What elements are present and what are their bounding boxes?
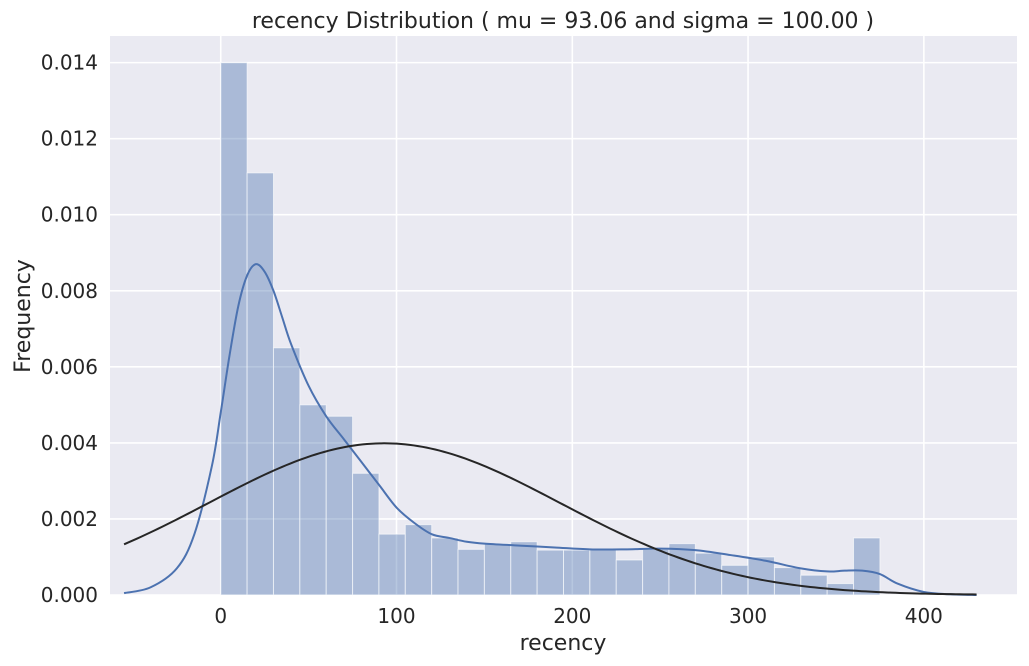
x-tick-label: 100 [377,604,415,628]
histogram-bar [325,415,354,596]
histogram-bar [853,537,881,596]
normal-fit-curve [123,442,977,596]
histogram-bar [510,541,538,596]
y-tick-labels: 0.000 0.002 0.004 0.006 0.008 0.010 0.012 0.014 [41,51,98,607]
histogram-bar [747,556,775,596]
histogram-bar [694,552,723,596]
histogram-bar [457,548,485,596]
histogram-bar [378,533,406,596]
x-tick-label: 300 [729,604,767,628]
x-tick-label: 0 [214,604,227,628]
histogram-bar [721,564,749,596]
histogram-bar [642,548,670,596]
histogram-bar [800,574,828,596]
histogram-bar [668,543,696,596]
x-tick-label: 200 [553,604,591,628]
histogram-bar [404,524,433,596]
curves [123,263,977,596]
histogram-bar [589,548,617,596]
histogram-bar [483,543,512,596]
y-tick-label: 0.014 [41,51,98,75]
chart-title: recency Distribution ( mu = 93.06 and si… [252,9,874,34]
y-tick-label: 0.002 [41,507,98,531]
x-tick-labels: 0 100 200 300 400 [214,604,943,628]
histogram-bar [615,559,644,596]
y-tick-label: 0.008 [41,279,98,303]
histogram-bar [773,567,802,596]
y-tick-label: 0.004 [41,431,98,455]
histogram-bar [272,347,301,596]
histogram-bar [352,472,380,596]
histogram-bar [536,549,565,596]
grid [110,36,1017,596]
plot-background [110,36,1017,595]
x-tick-label: 400 [905,604,943,628]
histogram-bar [563,549,591,596]
y-tick-label: 0.012 [41,127,98,151]
y-axis-title: Frequency [11,259,36,373]
y-tick-label: 0.006 [41,355,98,379]
x-axis-title: recency [520,631,607,656]
histogram-bar [431,537,459,596]
y-tick-label: 0.010 [41,203,98,227]
histogram-bar [299,404,327,596]
kde-curve [123,263,977,596]
histogram-bar [246,172,274,596]
y-tick-label: 0.000 [41,583,98,607]
